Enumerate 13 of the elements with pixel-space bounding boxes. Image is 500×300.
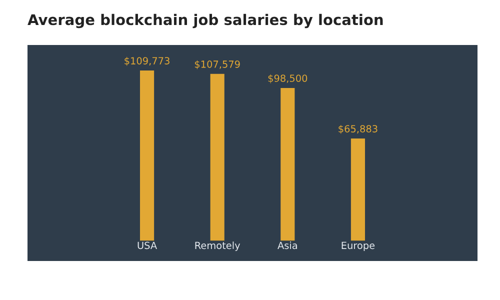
bar: [350, 138, 365, 241]
bar: [280, 88, 295, 241]
x-tick-label: Remotely: [195, 242, 240, 251]
data-label: $65,883: [338, 124, 378, 134]
x-tick-label: USA: [138, 242, 158, 250]
data-label: $107,579: [194, 60, 240, 70]
data-label: $109,773: [124, 56, 170, 66]
bar: [140, 70, 154, 241]
chart-title: Average blockchain job salaries by location: [28, 14, 383, 28]
x-tick-label: Asia: [278, 242, 297, 250]
bar: [210, 74, 224, 241]
data-label: $98,500: [268, 74, 308, 84]
x-tick-label: Europe: [342, 242, 375, 251]
